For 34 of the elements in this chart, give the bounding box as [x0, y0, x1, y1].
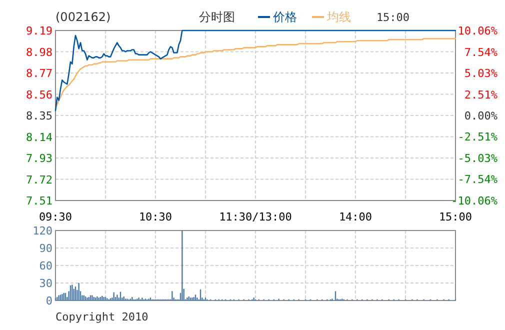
x-tick-label: 10:30	[138, 210, 172, 224]
x-tick-label: 09:30	[38, 210, 72, 224]
y-tick-label: 9.19	[26, 24, 52, 38]
y2-tick-label: -5.03%	[458, 152, 498, 165]
y-tick-label: 8.56	[26, 88, 52, 102]
y2-tick-label: 0.00%	[464, 110, 498, 122]
chart-subtitle: (002162)	[56, 10, 111, 24]
chart-title: 分时图	[199, 10, 235, 24]
text: 15:00	[376, 11, 410, 24]
y2-tick-label: -10.06%	[451, 194, 498, 208]
y2-tick-label: 10.06%	[458, 24, 498, 38]
y-tick-label: 120	[32, 224, 52, 238]
y-tick-label: 7.93	[26, 152, 52, 165]
y-tick-label: 8.98	[26, 46, 52, 59]
y-tick-label: 7.51	[26, 194, 52, 208]
x-tick-label: 15:00	[438, 210, 472, 224]
y2-tick-label: 7.54%	[464, 46, 498, 59]
y-tick-label: 8.14	[26, 130, 53, 144]
y2-tick-label: 2.51%	[464, 88, 498, 102]
y-tick-label: 90	[39, 242, 52, 255]
x-tick-label: 11:30/13:00	[219, 210, 292, 224]
y-tick-label: 30	[39, 277, 52, 290]
y2-tick-label: 5.03%	[464, 67, 498, 80]
y2-tick-label: -7.54%	[458, 173, 498, 186]
y-tick-label: 8.35	[26, 110, 52, 122]
y-tick-label: 0	[46, 294, 52, 308]
y2-tick-label: -2.51%	[458, 130, 498, 144]
legend-label: 价格	[272, 10, 297, 24]
y-tick-label: 60	[39, 260, 52, 272]
y-tick-label: 8.77	[26, 67, 52, 80]
legend-label: 均线	[326, 10, 351, 24]
x-tick-label: 14:00	[338, 210, 372, 224]
text: Copyright 2010	[56, 310, 148, 324]
y-tick-label: 7.72	[26, 173, 52, 186]
